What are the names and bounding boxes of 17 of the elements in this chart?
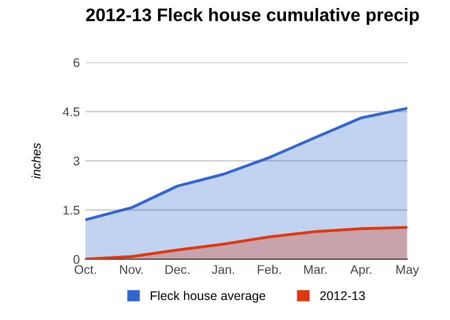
x-tick-label: Apr. (350, 265, 372, 276)
x-tick-label: Oct. (74, 265, 96, 274)
x-tick-label: Jan. (212, 265, 234, 274)
x-tick-label: Feb. (258, 264, 281, 274)
y-tick-label: 1.5 (64, 206, 80, 215)
x-tick-label: Nov. (120, 265, 143, 274)
x-tick-label: May (396, 265, 420, 276)
x-tick-label: Dec. (166, 265, 190, 274)
y-tick-label: 0 (73, 255, 80, 264)
chart-title: 2012-13 Fleck house cumulative precip (86, 8, 419, 25)
y-axis-title: inches (31, 142, 41, 179)
y-tick-label: 4.5 (62, 108, 80, 116)
y-tick-label: 6 (74, 58, 80, 68)
x-tick-label: Mar. (304, 265, 326, 274)
legend-label: 2012-13 (320, 291, 365, 300)
legend-label: Fleck house average (150, 290, 266, 303)
y-tick-label: 3 (73, 156, 80, 166)
